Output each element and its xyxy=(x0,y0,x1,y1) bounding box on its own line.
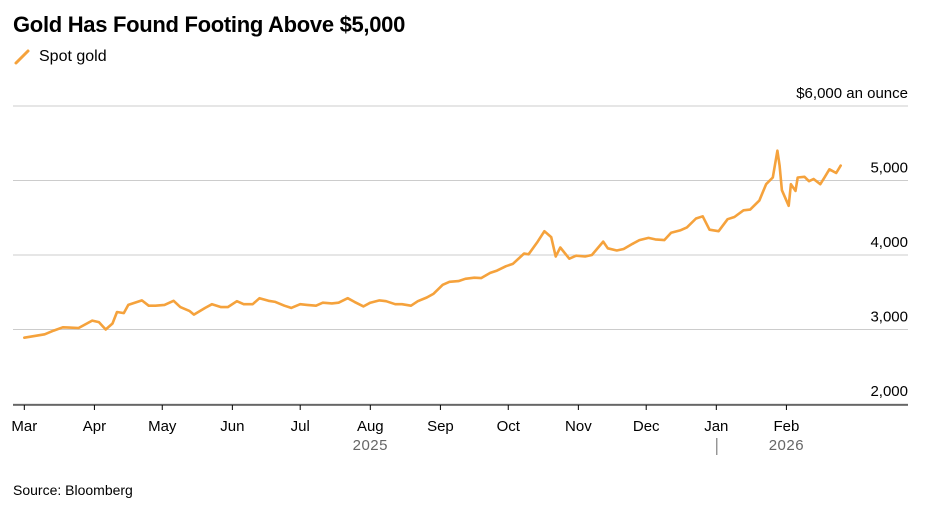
series-group xyxy=(22,149,843,340)
y-axis-labels: 2,000 3,000 4,000 5,000 $6,000 an ounce xyxy=(796,85,908,400)
x-tick-label: Aug xyxy=(357,418,384,435)
source-note: Source: Bloomberg xyxy=(13,482,133,498)
legend-label: Spot gold xyxy=(39,48,107,65)
y-tick-label: 3,000 xyxy=(870,309,908,326)
x-tick-label: Mar xyxy=(11,418,37,435)
line-swatch-icon xyxy=(14,49,30,65)
x-tick-label: Sep xyxy=(427,418,454,435)
x-axis: Mar Apr May Jun Jul Aug Sep Oct Nov Dec Jan Feb 2025… xyxy=(11,404,908,455)
x-tick-label: Jul xyxy=(291,418,310,435)
x-tick-label: Apr xyxy=(83,418,106,435)
year-label: 2025 xyxy=(353,437,388,454)
y-tick-label: 2,000 xyxy=(870,383,908,400)
y-tick-label: 4,000 xyxy=(870,234,908,251)
x-tick-label: May xyxy=(148,418,177,435)
chart-title: Gold Has Found Footing Above $5,000 xyxy=(13,12,406,37)
x-tick-label: Jun xyxy=(220,418,244,435)
x-tick-label: Feb xyxy=(773,418,799,435)
x-tick-label: Nov xyxy=(565,418,592,435)
x-tick-label: Dec xyxy=(633,418,660,435)
year-label: 2026 xyxy=(769,437,804,454)
y-tick-label: $6,000 an ounce xyxy=(796,85,908,102)
grid xyxy=(13,105,908,405)
legend: Spot gold xyxy=(13,48,107,66)
x-tick-label: Oct xyxy=(497,418,521,435)
y-tick-label: 5,000 xyxy=(870,160,908,177)
series-line-spot-gold xyxy=(22,149,843,340)
x-tick-label: Jan xyxy=(704,418,728,435)
